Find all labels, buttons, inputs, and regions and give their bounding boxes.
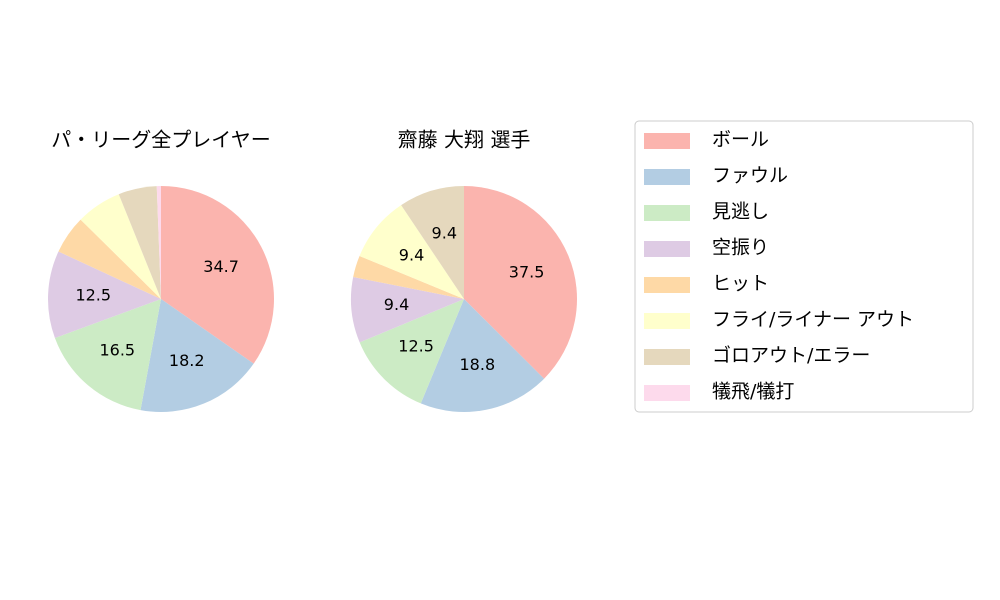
pie-slice [58,219,161,299]
slice-label: 9.4 [399,246,424,265]
pie-slice [54,299,161,411]
slice-label: 16.5 [99,340,135,359]
legend-swatch [644,385,690,401]
slice-label: 34.7 [203,257,239,276]
pie-slice [80,194,161,299]
legend-label: 犠飛/犠打 [712,381,794,403]
pie-slice [353,255,464,299]
legend-swatch [644,277,690,293]
slice-label: 12.5 [75,286,111,305]
pie-slice [359,299,464,404]
legend-swatch [644,349,690,365]
legend-swatch [644,241,690,257]
slice-label: 9.4 [432,224,457,243]
chart-title: 齋藤 大翔 選手 [398,128,531,152]
pie-slice [48,251,161,338]
slice-label: 9.4 [384,295,409,314]
legend-label: 見逃し [712,201,769,223]
pie-slice [156,186,161,299]
legend-swatch [644,313,690,329]
legend-box [634,120,974,413]
pie-slice [351,276,464,343]
legend-label: 空振り [712,237,769,259]
legend-swatch [644,205,690,221]
slice-label: 37.5 [509,262,545,281]
pie-slice [401,186,464,299]
pie-slice [118,186,161,299]
legend-label: ヒット [712,273,769,295]
pie-slice [161,186,274,364]
pie-slice [140,299,254,412]
legend-label: フライ/ライナー アウト [712,309,914,331]
legend-label: ボール [712,129,769,151]
legend-label: ゴロアウト/エラー [712,345,870,367]
pie-slice [359,205,464,299]
slice-label: 18.2 [169,351,205,370]
slice-label: 12.5 [398,336,434,355]
pie-slice [420,299,545,413]
pie-slice [464,186,578,379]
chart-title: パ・リーグ全プレイヤー [51,128,270,152]
legend-swatch [644,169,690,185]
slice-label: 18.8 [460,355,496,374]
legend-swatch [644,133,690,149]
legend-label: ファウル [712,165,788,187]
